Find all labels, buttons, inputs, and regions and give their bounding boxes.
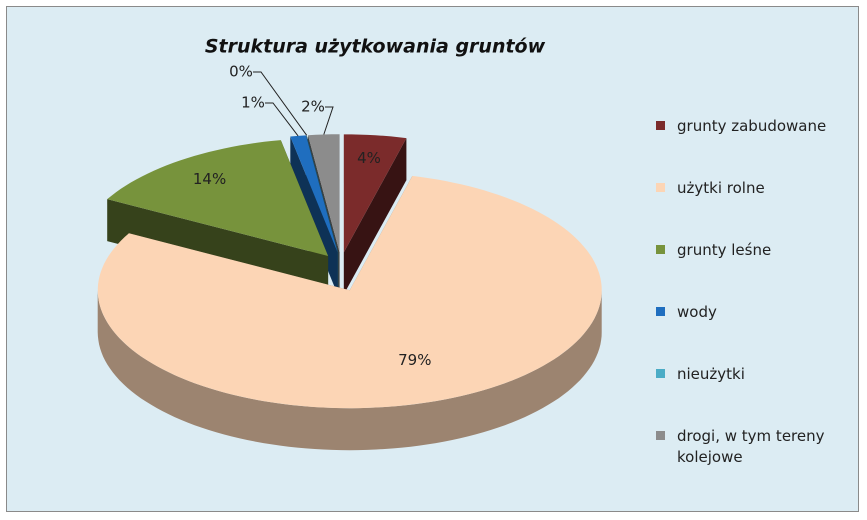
- data-label: 4%: [357, 149, 381, 167]
- leader-line: [253, 71, 308, 136]
- legend-swatch: [656, 369, 665, 378]
- slice: [107, 140, 329, 256]
- slice-wall: [97, 290, 602, 451]
- legend-item: wody: [656, 298, 856, 360]
- legend-item: drogi, w tym tereny kolejowe: [656, 422, 856, 484]
- legend-item: użytki rolne: [656, 174, 856, 236]
- data-label: 1%: [241, 94, 265, 112]
- slice: [306, 135, 339, 253]
- legend: grunty zabudowane użytki rolne grunty leśn…: [656, 112, 856, 484]
- slice-side: [343, 138, 407, 295]
- legend-swatch: [656, 431, 665, 440]
- legend-label: grunty zabudowane: [677, 117, 827, 135]
- data-label: 0%: [229, 63, 253, 81]
- slice: [343, 134, 407, 253]
- leader-line: [323, 106, 334, 135]
- data-label: 2%: [301, 98, 325, 116]
- legend-label: grunty leśne: [677, 241, 772, 259]
- data-label: 14%: [193, 170, 226, 188]
- slice: [290, 135, 338, 253]
- legend-label: użytki rolne: [677, 179, 765, 197]
- legend-item: grunty zabudowane: [656, 112, 856, 174]
- legend-label: nieużytki: [677, 365, 745, 383]
- legend-item: grunty leśne: [656, 236, 856, 298]
- chart-title: Struktura użytkowania gruntów: [205, 36, 546, 58]
- legend-swatch: [656, 245, 665, 254]
- legend-label: wody: [677, 303, 717, 321]
- legend-swatch: [656, 183, 665, 192]
- legend-swatch: [656, 121, 665, 130]
- slice: [97, 175, 602, 409]
- data-label: 79%: [398, 351, 431, 369]
- legend-item: nieużytki: [656, 360, 856, 422]
- slice: [308, 134, 340, 253]
- leader-line: [265, 102, 299, 137]
- legend-label: drogi, w tym tereny kolejowe: [677, 427, 825, 466]
- legend-swatch: [656, 307, 665, 316]
